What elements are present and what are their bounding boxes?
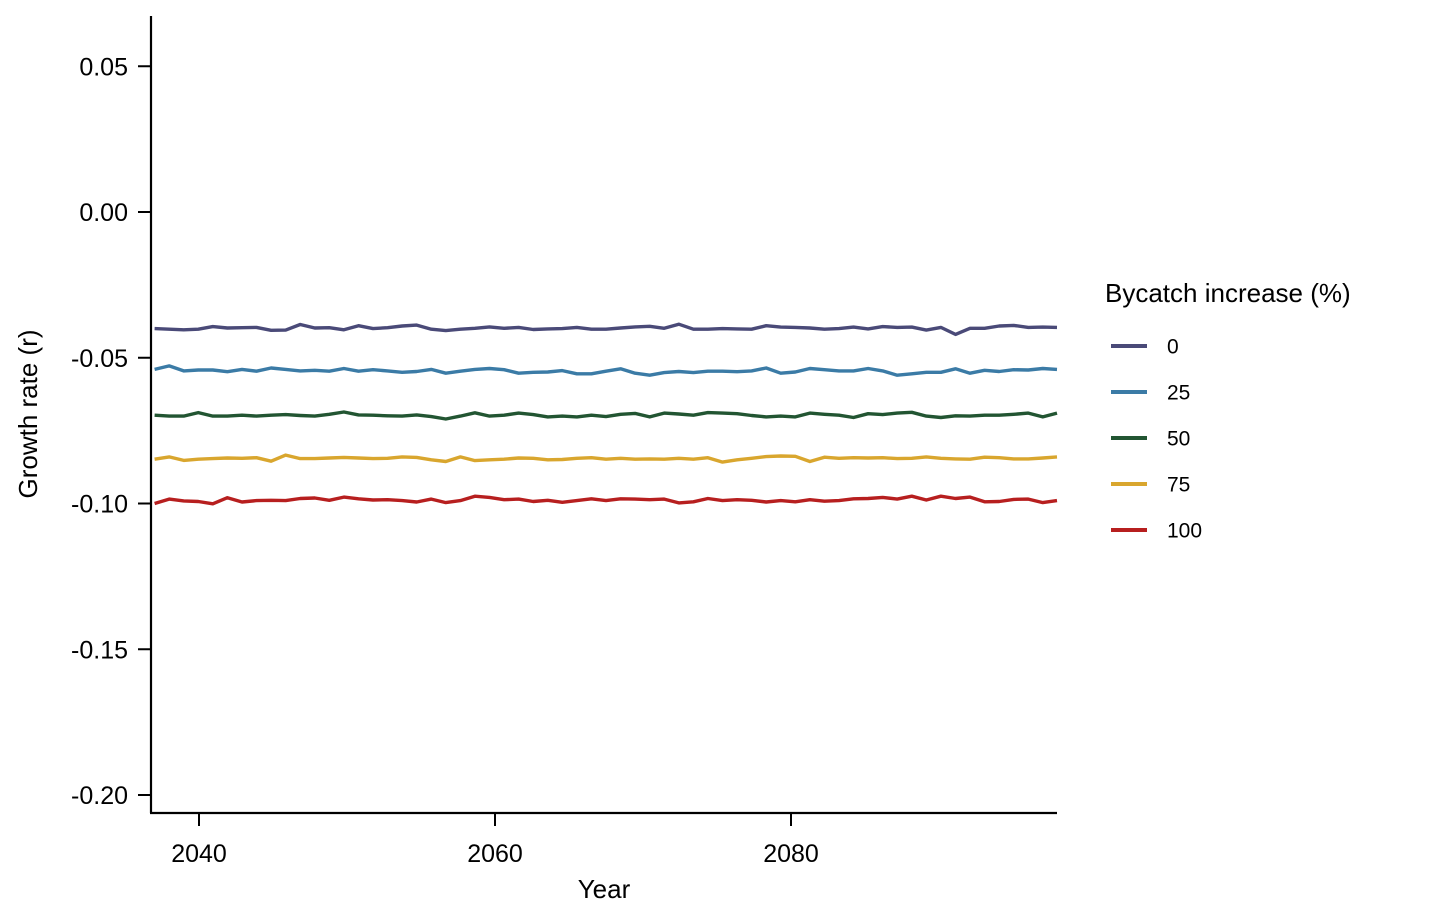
y-axis-title: Growth rate (r) <box>13 329 43 498</box>
series-line-25 <box>154 364 1058 377</box>
series-line-75 <box>154 453 1058 464</box>
series-line-0 <box>154 322 1058 337</box>
y-tick-label: -0.05 <box>71 345 128 373</box>
legend: 0 25 50 75 100 <box>1111 336 1202 543</box>
x-ticks: 2040 2060 2080 <box>171 813 819 868</box>
legend-label-100: 100 <box>1167 520 1202 543</box>
y-tick-label: -0.10 <box>71 491 128 519</box>
y-tick-label: -0.20 <box>71 782 128 810</box>
x-axis-title: Year <box>578 874 631 904</box>
x-tick-label: 2040 <box>171 840 227 868</box>
y-tick-label: 0.05 <box>79 53 128 81</box>
series-line-100 <box>154 494 1058 506</box>
series-layer <box>154 322 1058 506</box>
y-tick-label: -0.15 <box>71 636 128 664</box>
legend-label-75: 75 <box>1167 474 1190 497</box>
x-tick-label: 2080 <box>763 840 819 868</box>
series-line-50 <box>154 410 1058 421</box>
legend-label-25: 25 <box>1167 382 1190 405</box>
legend-label-0: 0 <box>1167 336 1179 359</box>
legend-label-50: 50 <box>1167 428 1190 451</box>
x-tick-label: 2060 <box>467 840 523 868</box>
legend-title: Bycatch increase (%) <box>1105 278 1351 308</box>
y-ticks: 0.05 0.00 -0.05 -0.10 -0.15 -0.20 <box>71 53 151 810</box>
y-tick-label: 0.00 <box>79 199 128 227</box>
